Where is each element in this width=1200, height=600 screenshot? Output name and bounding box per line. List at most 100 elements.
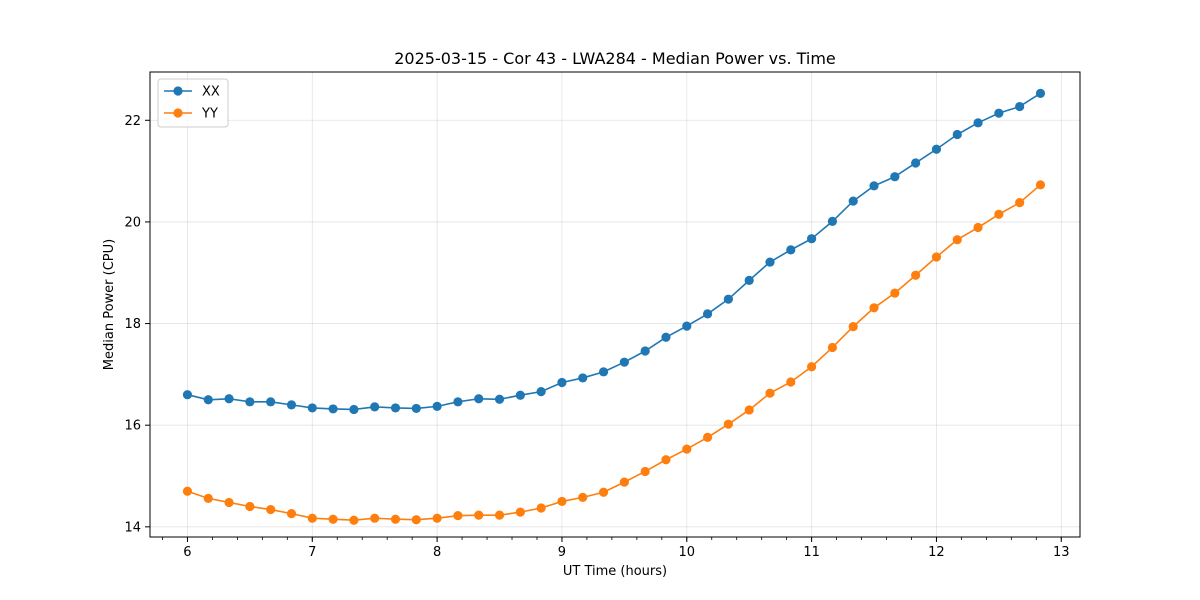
data-point-xx	[474, 394, 484, 404]
data-point-xx	[557, 377, 567, 388]
data-point-xx	[432, 401, 442, 411]
data-point-yy	[765, 388, 775, 398]
data-point-yy	[370, 513, 380, 523]
data-point-xx	[598, 367, 609, 377]
data-point-xx	[182, 390, 193, 400]
y-tick-label: 14	[124, 520, 141, 535]
data-point-xx	[390, 403, 401, 413]
data-point-xx	[245, 397, 255, 407]
data-point-yy	[182, 486, 193, 496]
data-point-xx	[578, 373, 588, 383]
data-point-yy	[702, 432, 713, 442]
x-axis-label: UT Time (hours)	[563, 564, 667, 579]
grid	[150, 72, 1080, 537]
data-point-xx	[682, 321, 692, 331]
data-point-xx	[224, 394, 234, 404]
data-point-yy	[994, 209, 1004, 219]
x-tick-label: 11	[803, 545, 820, 560]
data-point-yy	[744, 405, 754, 415]
data-point-yy	[1035, 180, 1046, 190]
data-point-xx	[827, 216, 838, 227]
plot-frame	[149, 71, 1081, 538]
data-point-xx	[328, 404, 338, 414]
data-point-yy	[349, 515, 359, 525]
data-point-xx	[266, 397, 276, 407]
data-point-xx	[994, 108, 1004, 118]
data-point-yy	[827, 342, 838, 353]
data-point-yy	[328, 514, 338, 524]
data-point-yy	[453, 511, 463, 521]
data-point-yy	[931, 252, 942, 262]
data-point-xx	[973, 118, 983, 128]
data-point-yy	[869, 303, 879, 313]
data-point-yy	[245, 501, 255, 512]
legend-label-xx: XX	[202, 85, 220, 100]
y-tick-label: 18	[124, 317, 141, 332]
data-point-xx	[619, 357, 629, 367]
data-point-xx	[536, 387, 546, 397]
data-point-xx	[286, 400, 297, 410]
data-point-xx	[869, 181, 879, 191]
data-point-xx	[807, 234, 817, 244]
data-point-yy	[723, 419, 733, 429]
data-point-yy	[474, 510, 484, 520]
data-point-xx	[494, 394, 505, 404]
x-tick-label: 12	[928, 545, 945, 560]
x-tick-label: 6	[183, 545, 191, 560]
data-point-yy	[973, 222, 983, 233]
data-point-yy	[911, 270, 921, 280]
data-point-xx	[765, 257, 775, 267]
data-point-xx	[1035, 88, 1046, 98]
data-point-xx	[411, 403, 421, 414]
x-tick-label: 13	[1053, 545, 1070, 560]
data-point-yy	[266, 504, 276, 515]
data-point-xx	[702, 309, 713, 319]
data-point-yy	[307, 513, 317, 523]
legend-marker-yy	[173, 108, 183, 118]
data-point-xx	[744, 275, 754, 285]
y-axis-label: Median Power (CPU)	[102, 239, 117, 370]
data-point-yy	[224, 497, 234, 508]
data-point-yy	[640, 466, 650, 477]
data-point-yy	[619, 477, 629, 487]
data-point-xx	[786, 245, 796, 255]
data-point-xx	[515, 390, 525, 400]
y-tick-label: 20	[124, 215, 141, 230]
data-point-yy	[682, 444, 692, 454]
series-layer	[182, 88, 1046, 525]
data-point-yy	[515, 507, 525, 517]
legend-label-yy: YY	[201, 107, 218, 122]
data-point-yy	[661, 455, 671, 465]
data-point-yy	[390, 514, 401, 524]
data-point-xx	[1015, 101, 1025, 112]
data-point-xx	[640, 346, 650, 356]
data-point-yy	[807, 362, 817, 372]
data-point-xx	[723, 294, 733, 304]
data-point-xx	[931, 144, 942, 154]
data-point-yy	[557, 496, 567, 507]
data-point-xx	[848, 196, 858, 206]
data-point-yy	[536, 503, 546, 513]
x-tick-label: 7	[308, 545, 316, 560]
data-point-xx	[203, 395, 213, 405]
data-point-yy	[890, 288, 900, 298]
y-tick-label: 22	[124, 114, 141, 129]
data-point-yy	[411, 515, 421, 525]
data-point-yy	[578, 492, 588, 502]
data-point-yy	[598, 487, 609, 497]
data-point-xx	[307, 403, 317, 413]
data-point-yy	[952, 235, 962, 245]
data-point-xx	[911, 158, 921, 168]
data-point-xx	[349, 404, 359, 415]
data-point-xx	[952, 129, 962, 140]
data-point-xx	[890, 172, 900, 182]
data-point-yy	[786, 377, 796, 387]
data-point-xx	[453, 397, 463, 407]
legend: XX YY	[157, 78, 229, 128]
data-point-yy	[286, 509, 297, 519]
x-tick-label: 8	[433, 545, 441, 560]
x-tick-label: 9	[558, 545, 566, 560]
data-point-yy	[1015, 198, 1025, 208]
chart-title: 2025-03-15 - Cor 43 - LWA284 - Median Po…	[394, 49, 836, 68]
